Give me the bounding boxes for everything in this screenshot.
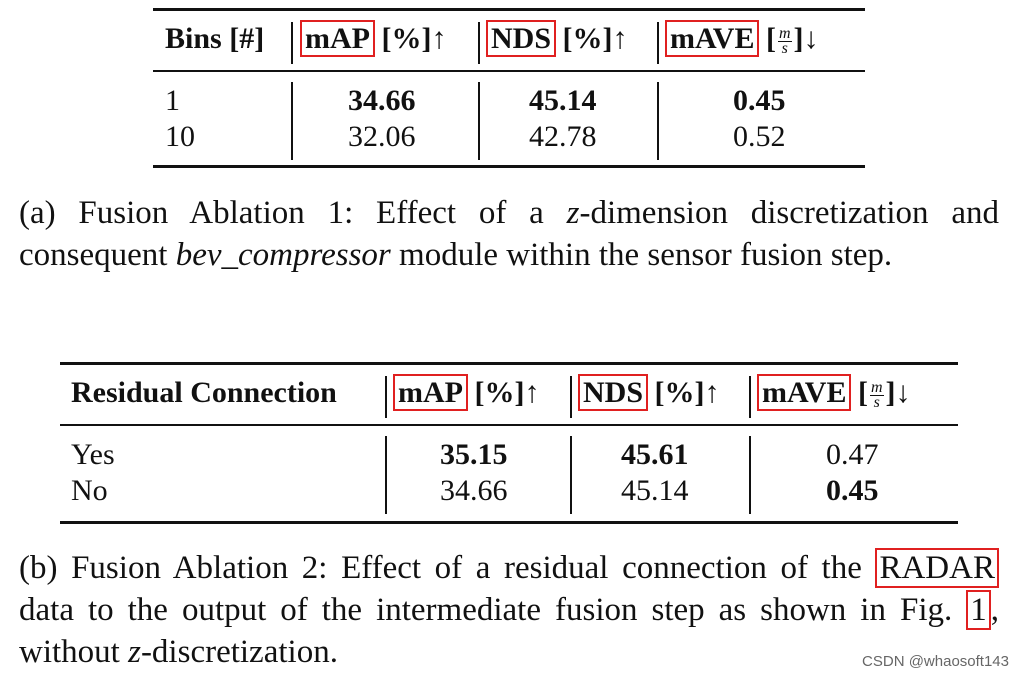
table-b-header-nds: NDS [%]↑ bbox=[578, 374, 720, 411]
table-b-row1-nds: 45.61 bbox=[621, 438, 689, 471]
table-b-header-residual: Residual Connection bbox=[71, 376, 337, 409]
table-a-body-sep-1 bbox=[291, 82, 293, 160]
table-b-mave-highlight: mAVE bbox=[757, 374, 852, 411]
watermark: CSDN @whaosoft143 bbox=[862, 653, 1009, 670]
table-b-header-sep-3 bbox=[749, 376, 751, 418]
table-a-header-map: mAP [%]↑ bbox=[300, 20, 446, 57]
table-b-map-highlight: mAP bbox=[393, 374, 468, 411]
table-a-row1-bins: 1 bbox=[165, 84, 180, 117]
table-a-nds-highlight: NDS bbox=[486, 20, 557, 57]
table-a-body-sep-2 bbox=[478, 82, 480, 160]
table-a-header-sep-2 bbox=[478, 22, 480, 64]
table-b-header-sep-1 bbox=[385, 376, 387, 418]
table-b-header-map: mAP [%]↑ bbox=[393, 374, 539, 411]
table-a-row2-nds: 42.78 bbox=[529, 120, 597, 153]
table-b-row2-label: No bbox=[71, 474, 108, 507]
table-a-row1-nds: 45.14 bbox=[529, 84, 597, 117]
table-a-row2-map: 32.06 bbox=[348, 120, 416, 153]
table-a-header-sep-3 bbox=[657, 22, 659, 64]
caption-b: (b) Fusion Ablation 2: Effect of a resid… bbox=[19, 548, 999, 670]
table-a-mave-highlight: mAVE bbox=[665, 20, 760, 57]
table-b-header-mave: mAVE [m s]↓ bbox=[757, 374, 911, 411]
table-a-top-rule bbox=[153, 8, 865, 11]
table-b-mid-rule bbox=[60, 424, 958, 426]
table-b-row1-mave: 0.47 bbox=[826, 438, 879, 471]
table-b-header-sep-2 bbox=[570, 376, 572, 418]
table-a-row2-bins: 10 bbox=[165, 120, 195, 153]
table-a-header-nds: NDS [%]↑ bbox=[486, 20, 628, 57]
table-a-row1-map: 34.66 bbox=[348, 84, 416, 117]
radar-highlight: RADAR bbox=[875, 548, 999, 588]
figure-ref-link[interactable]: 1 bbox=[966, 590, 991, 630]
table-a-header-mave: mAVE [m s]↓ bbox=[665, 20, 819, 57]
table-b-nds-highlight: NDS bbox=[578, 374, 649, 411]
table-a-map-highlight: mAP bbox=[300, 20, 375, 57]
table-b-row2-mave: 0.45 bbox=[826, 474, 879, 507]
table-a-row2-mave: 0.52 bbox=[733, 120, 786, 153]
table-b-body-sep-1 bbox=[385, 436, 387, 514]
table-b-bottom-rule bbox=[60, 521, 958, 524]
table-a-mid-rule bbox=[153, 70, 865, 72]
table-a-bottom-rule bbox=[153, 165, 865, 168]
table-b-top-rule bbox=[60, 362, 958, 365]
table-b-row2-nds: 45.14 bbox=[621, 474, 689, 507]
caption-a: (a) Fusion Ablation 1: Effect of a z-dim… bbox=[19, 195, 999, 273]
table-a-row1-mave: 0.45 bbox=[733, 84, 786, 117]
table-b-row2-map: 34.66 bbox=[440, 474, 508, 507]
table-b-row1-map: 35.15 bbox=[440, 438, 508, 471]
table-b-body-sep-3 bbox=[749, 436, 751, 514]
table-a-body-sep-3 bbox=[657, 82, 659, 160]
table-a-header-sep-1 bbox=[291, 22, 293, 64]
table-b-body-sep-2 bbox=[570, 436, 572, 514]
table-a-header-bins: Bins [#] bbox=[165, 22, 265, 55]
table-b-row1-label: Yes bbox=[71, 438, 115, 471]
